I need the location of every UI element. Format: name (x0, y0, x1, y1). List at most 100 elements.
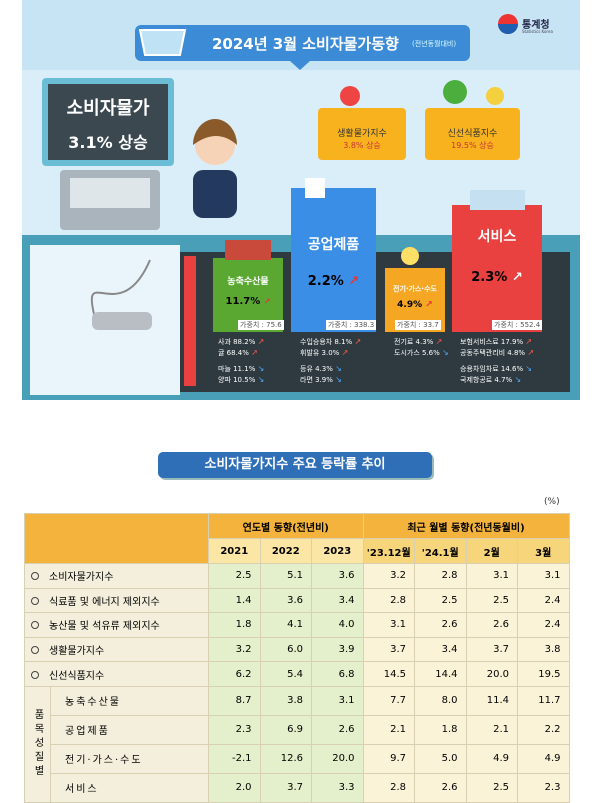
value-cell: 2.0 (208, 772, 261, 803)
value-cell: 2.5 (208, 563, 261, 589)
category-box (213, 258, 283, 332)
value-cell: 2.5 (465, 587, 518, 614)
row-label: 농축수산물 (50, 685, 209, 716)
item-text: 사과 88.2% (218, 338, 256, 346)
table-unit: (%) (544, 497, 560, 507)
value-cell: 6.9 (259, 714, 312, 745)
column-header: '24.1월 (414, 538, 467, 564)
group-header: 최근 월별 동향(전년동월비) (362, 513, 570, 539)
logo-text: 통계청 (522, 20, 550, 31)
item: 도시가스 5.6% ↘ (394, 348, 449, 358)
value-cell: 2.6 (465, 612, 518, 638)
category-box (452, 205, 542, 332)
row-label-cell: 식료품 및 에너지 제외지수 (24, 587, 209, 614)
basket-goods (340, 86, 360, 106)
item: 휘발유 3.0% ↗ (300, 348, 348, 358)
down-arrow: ↘ (442, 348, 449, 357)
category-box (291, 188, 376, 332)
item: 국제항공료 4.7% ↘ (460, 375, 521, 385)
row-label-cell: 신선식품지수 (24, 661, 209, 687)
item-text: 수입승용차 8.1% (300, 338, 353, 346)
category-change: 11.7% ↗ (213, 296, 283, 307)
down-arrow: ↘ (335, 364, 342, 373)
column-header: 2022 (259, 538, 312, 564)
table-row: 품목성질별 농축수산물 8.7 3.8 3.1 7.7 8.0 11.4 11.7 (24, 685, 570, 803)
value-cell: 2.6 (414, 612, 467, 638)
value-cell: 2.4 (517, 612, 570, 638)
data-table: 연도별 동향(전년비) 최근 월별 동향(전년동월비) 2021 2022 2023… (24, 513, 570, 803)
row-label-cell: 농산물 및 석유류 제외지수 (24, 612, 209, 638)
value-cell: 3.7 (362, 636, 415, 663)
category-change: 2.2% ↗ (291, 274, 376, 289)
basket-goods (443, 80, 467, 104)
value-cell: 3.6 (259, 587, 312, 614)
value-cell: 1.8 (414, 714, 467, 745)
bulb-icon (401, 247, 419, 265)
value-cell: 3.1 (465, 563, 518, 589)
value-cell: 2.6 (414, 772, 467, 803)
value-cell: 2.2 (517, 714, 570, 745)
value-cell: 3.7 (465, 636, 518, 663)
clerk-hair (193, 119, 237, 145)
value-cell: 6.0 (259, 636, 312, 663)
subtitle: (전년동월대비) (412, 40, 457, 48)
value-cell: 14.5 (362, 661, 415, 687)
item: 등유 4.3% ↘ (300, 364, 342, 374)
basket-value: 19.5% 상승 (451, 141, 494, 150)
table-row: 농산물 및 석유류 제외지수 1.8 4.1 4.0 3.1 2.6 2.6 2.4 (24, 612, 570, 638)
value-cell: 3.9 (311, 636, 364, 663)
value-cell: 3.6 (311, 563, 364, 589)
bullet (31, 646, 39, 655)
value-cell: 3.7 (259, 772, 312, 803)
down-arrow: ↘ (514, 375, 522, 384)
basket-goods (486, 87, 504, 105)
item: 승용차임차료 14.6% ↘ (460, 364, 532, 374)
item-text: 양파 10.5% (218, 376, 256, 384)
scanner (92, 312, 152, 330)
category-name: 농축수산물 (227, 277, 269, 287)
category-weight: 가중치 : 338.3 (326, 320, 377, 330)
item: 마늘 11.1% ↘ (218, 364, 264, 374)
change-value: 4.9% (397, 300, 423, 310)
value-cell: 2.8 (414, 563, 467, 589)
row-label: 전기·가스·수도 (50, 743, 209, 774)
up-arrow: ↗ (348, 274, 360, 289)
item-text: 공동주택관리비 4.8% (460, 349, 526, 357)
up-arrow: ↗ (511, 270, 523, 285)
row-label-cell: 소비자물가지수 (24, 563, 209, 589)
category-weight: 가중치 : 552.4 (492, 320, 543, 330)
value-cell: 6.2 (208, 661, 261, 687)
item: 라면 3.9% ↘ (300, 375, 342, 385)
value-cell: 2.1 (465, 714, 518, 745)
value-cell: 4.1 (259, 612, 312, 638)
value-cell: 2.5 (414, 587, 467, 614)
item-text: 라면 3.9% (300, 376, 333, 384)
up-arrow: ↗ (527, 348, 535, 357)
value-cell: 5.4 (259, 661, 312, 687)
value-cell: 3.1 (517, 563, 570, 589)
item: 양파 10.5% ↘ (218, 375, 264, 385)
category-weight: 가중치 : 75.6 (238, 320, 284, 330)
up-arrow: ↗ (425, 300, 433, 310)
down-arrow: ↘ (257, 364, 265, 373)
value-cell: 4.0 (311, 612, 364, 638)
value-cell: 7.7 (362, 685, 415, 716)
column-header: 3월 (517, 538, 570, 564)
value-cell: -2.1 (208, 743, 261, 774)
column-header: '23.12월 (362, 538, 415, 564)
up-arrow: ↗ (354, 337, 362, 346)
row-label-cell: 생활물가지수 (24, 636, 209, 663)
logo-mark-lower (498, 24, 518, 34)
value-cell: 12.6 (259, 743, 312, 774)
register-keys (70, 178, 150, 208)
table-row: 소비자물가지수 2.5 5.1 3.6 3.2 2.8 3.1 3.1 (24, 563, 570, 589)
sign-board (48, 84, 168, 160)
table-row: 신선식품지수 6.2 5.4 6.8 14.5 14.4 20.0 19.5 (24, 661, 570, 687)
item-text: 도시가스 5.6% (394, 349, 440, 357)
item-text: 귤 68.4% (218, 349, 249, 357)
column-header: 2023 (311, 538, 364, 564)
service-icon (470, 190, 525, 210)
value-cell: 5.0 (414, 743, 467, 774)
value-cell: 8.7 (208, 685, 261, 716)
